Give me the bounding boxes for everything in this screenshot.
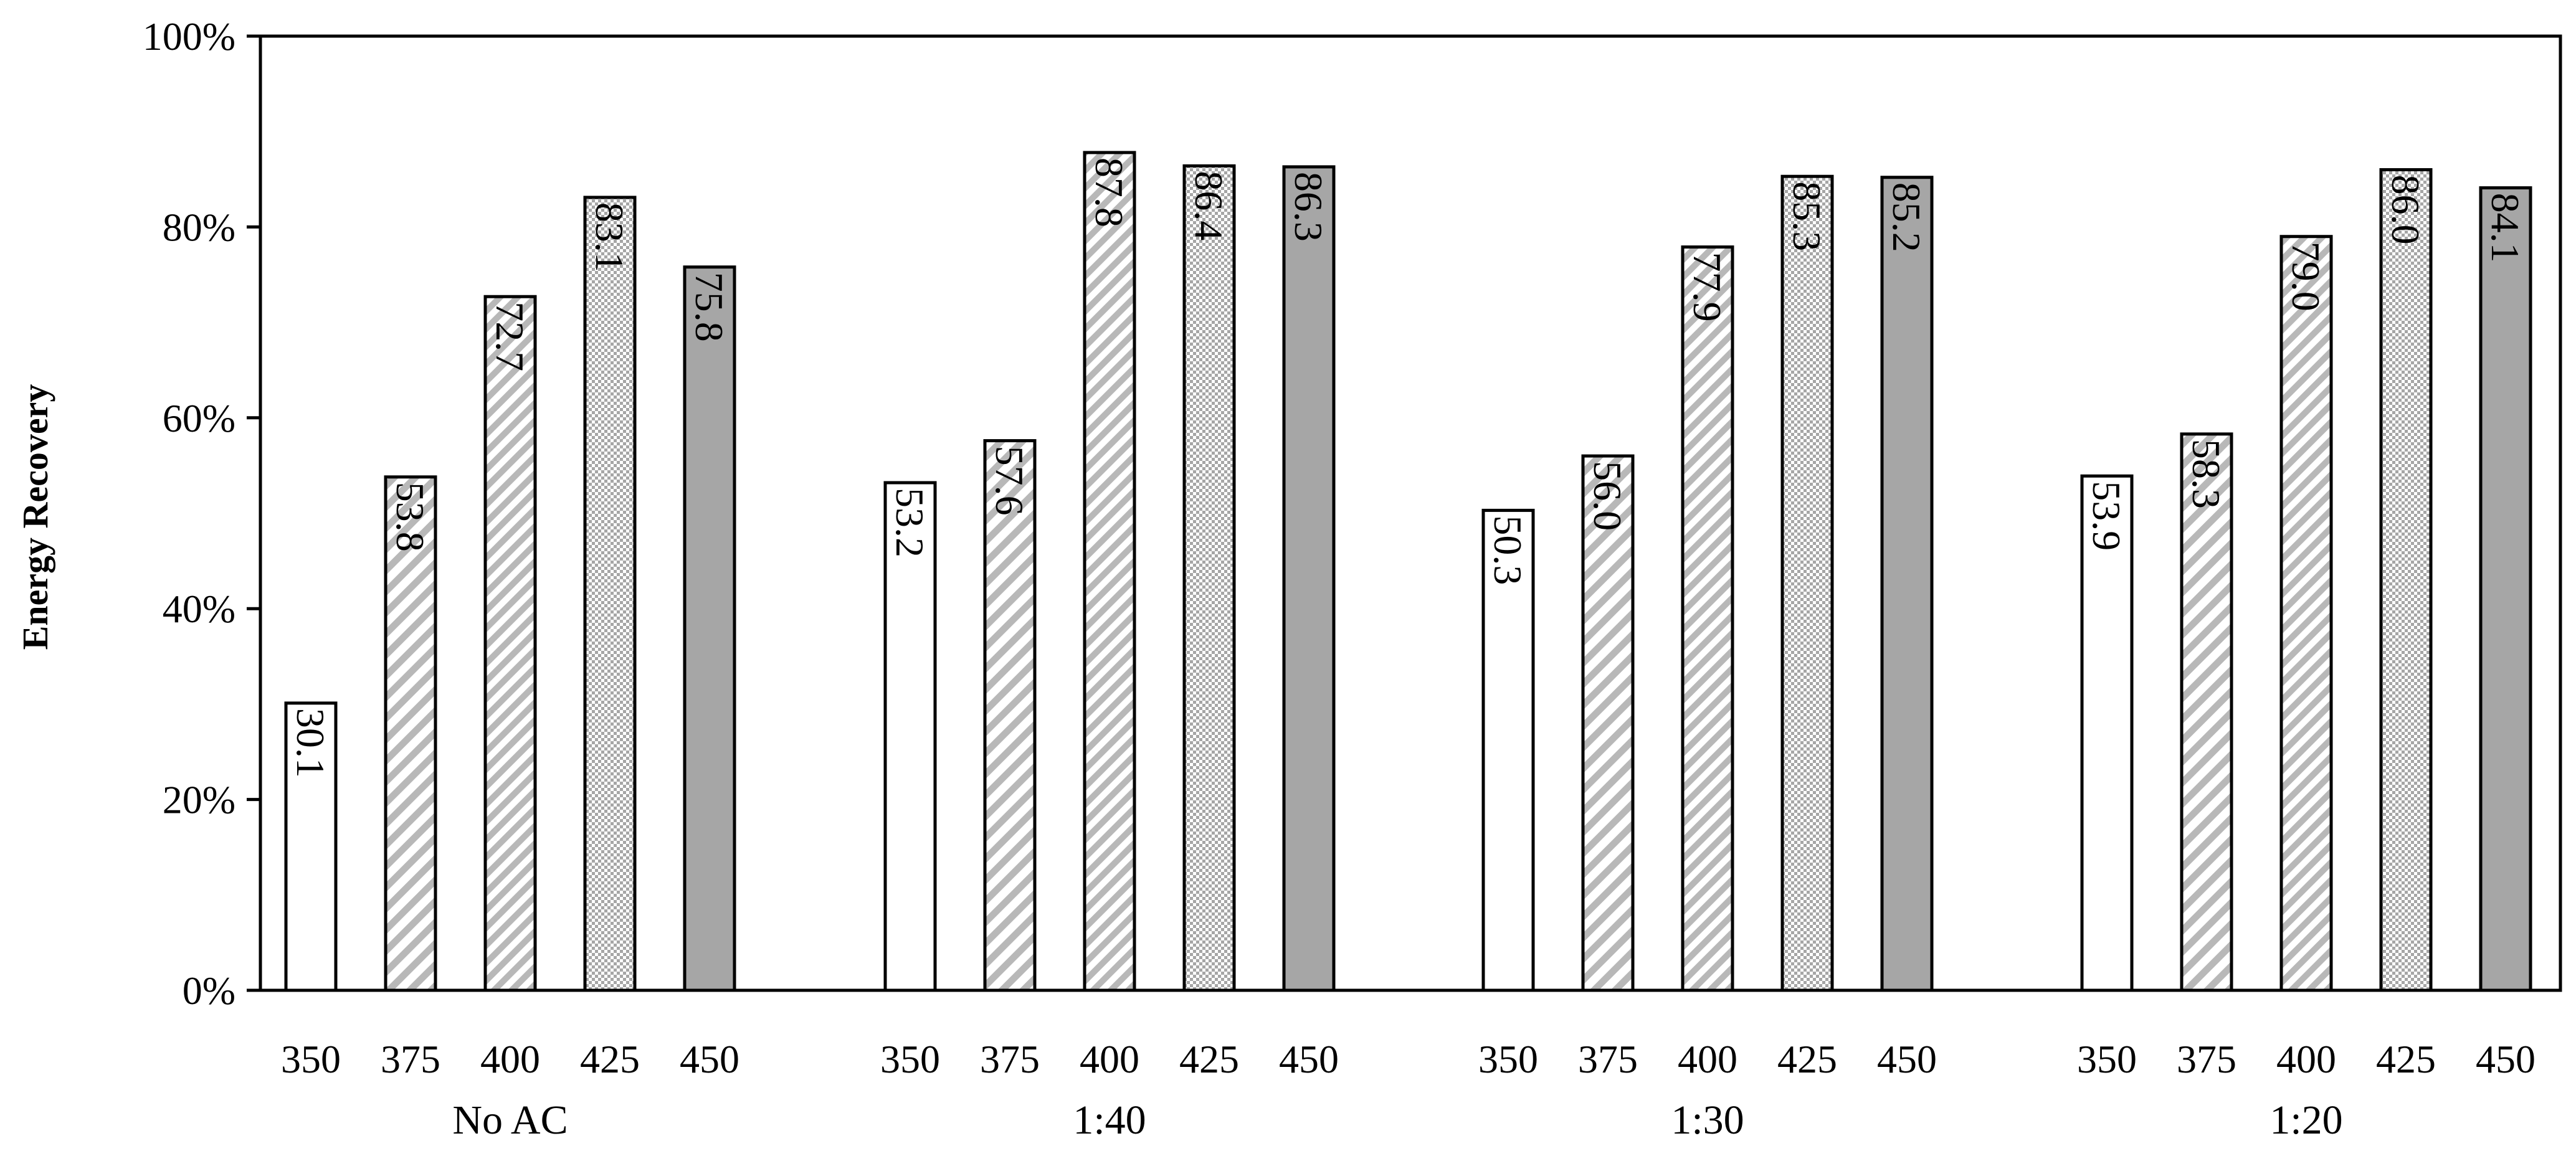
bar <box>1880 176 1934 992</box>
bar-value-label: 72.7 <box>488 301 532 371</box>
bar <box>284 701 338 992</box>
bar-value-label: 83.1 <box>587 202 632 272</box>
bar-value-label: 53.2 <box>888 488 932 557</box>
bar <box>1581 454 1635 992</box>
x-category-label: 350 <box>880 1037 940 1081</box>
x-group-label: 1:20 <box>2269 1097 2342 1143</box>
bar-value-label: 53.8 <box>388 482 432 552</box>
y-tick-label: 40% <box>163 587 235 631</box>
bar-value-label: 86.4 <box>1187 171 1231 240</box>
bar <box>583 196 637 992</box>
x-category-label: 400 <box>2276 1037 2336 1081</box>
x-category-label: 450 <box>1279 1037 1339 1081</box>
bar-value-label: 77.9 <box>1685 252 1729 322</box>
bar-value-label: 56.0 <box>1585 461 1630 531</box>
y-tick-label: 0% <box>183 969 235 1013</box>
bar <box>2180 432 2233 992</box>
bar-value-label: 87.8 <box>1087 158 1131 227</box>
bar-value-label: 85.3 <box>1785 181 1829 251</box>
bar <box>1681 245 1734 992</box>
x-group-label: 1:30 <box>1671 1097 1744 1143</box>
y-tick-label: 80% <box>163 205 235 249</box>
y-tick-label: 20% <box>163 778 235 822</box>
x-category-label: 425 <box>580 1037 640 1081</box>
y-axis-title: Energy Recovery <box>15 384 55 650</box>
bar <box>1481 508 1535 992</box>
x-category-label: 425 <box>1777 1037 1837 1081</box>
bar <box>983 439 1037 992</box>
bar-value-label: 85.2 <box>1884 182 1929 252</box>
bar-value-label: 86.0 <box>2384 174 2428 244</box>
bar-value-label: 79.0 <box>2284 242 2328 311</box>
bar <box>384 475 437 992</box>
x-category-label: 375 <box>381 1037 440 1081</box>
bar <box>2379 168 2433 992</box>
bar <box>2479 186 2532 992</box>
x-category-label: 450 <box>680 1037 739 1081</box>
x-group-label: 1:40 <box>1073 1097 1146 1143</box>
x-category-label: 375 <box>980 1037 1040 1081</box>
bar-value-label: 86.3 <box>1286 172 1331 242</box>
plot-area-frame <box>259 34 2562 992</box>
bar <box>1780 174 1834 992</box>
bar-value-label: 50.3 <box>1486 515 1530 585</box>
bar-value-label: 75.8 <box>687 272 731 342</box>
bar-value-label: 57.6 <box>987 446 1032 516</box>
y-tick-label: 100% <box>143 14 235 59</box>
bar-value-label: 53.9 <box>2084 481 2129 551</box>
bar <box>483 295 537 992</box>
x-category-label: 375 <box>1578 1037 1638 1081</box>
x-category-label: 350 <box>2077 1037 2137 1081</box>
bar-value-label: 30.1 <box>288 708 333 778</box>
y-tick-label: 60% <box>163 396 235 440</box>
bar-value-label: 58.3 <box>2184 439 2228 509</box>
bar-value-label: 84.1 <box>2483 193 2527 263</box>
bar <box>1182 164 1236 992</box>
bar <box>1083 151 1136 992</box>
x-category-label: 425 <box>1179 1037 1239 1081</box>
bar <box>683 265 736 992</box>
bar <box>2279 235 2333 992</box>
bar <box>883 481 937 992</box>
x-category-label: 400 <box>1080 1037 1139 1081</box>
x-category-label: 350 <box>281 1037 341 1081</box>
x-category-label: 400 <box>1678 1037 1737 1081</box>
x-category-label: 450 <box>1877 1037 1937 1081</box>
x-category-label: 425 <box>2376 1037 2436 1081</box>
x-category-label: 375 <box>2177 1037 2236 1081</box>
x-category-label: 400 <box>480 1037 540 1081</box>
bar <box>2080 474 2134 992</box>
x-category-label: 450 <box>2476 1037 2536 1081</box>
x-group-label: No AC <box>452 1097 568 1143</box>
x-category-label: 350 <box>1478 1037 1538 1081</box>
bar <box>1282 165 1336 992</box>
